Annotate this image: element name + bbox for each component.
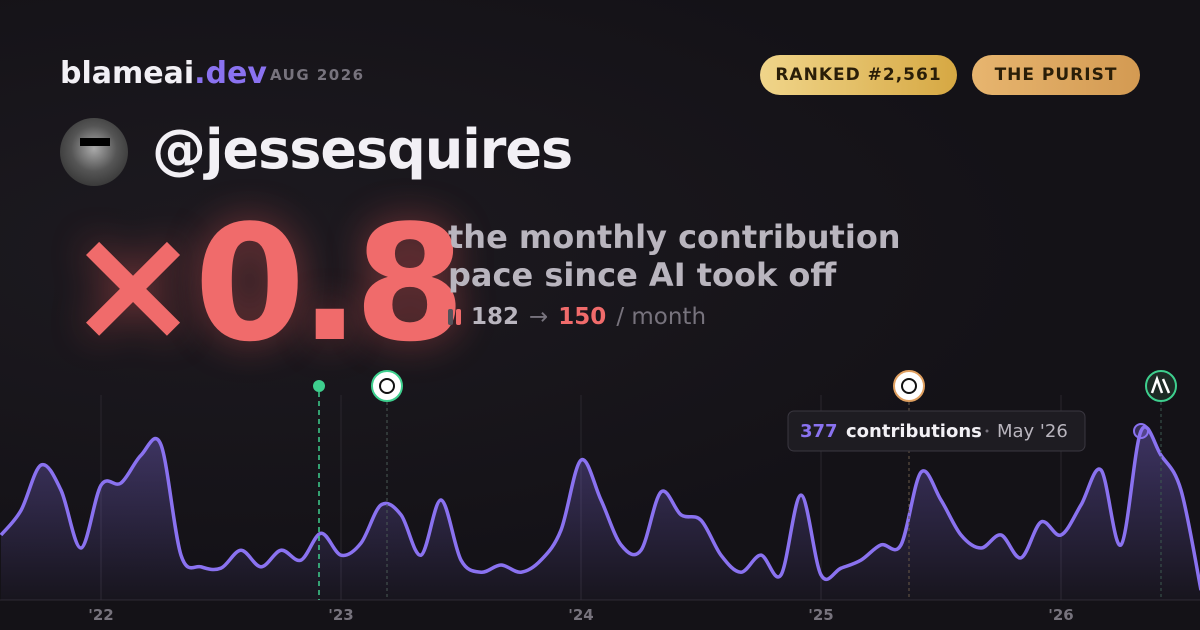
caption-line: the monthly contribution <box>448 218 901 256</box>
caption-line: pace since AI took off <box>448 256 837 294</box>
openai-glyph <box>901 378 917 394</box>
date: AUG 2026 <box>270 66 365 84</box>
anthropic-icon <box>1145 370 1177 402</box>
x-tick-label: '24 <box>568 606 593 624</box>
persona-badge: THE PURIST <box>972 55 1140 95</box>
event-dot <box>313 380 325 392</box>
pace: 182 → 150 / month <box>448 304 706 330</box>
brand-name: blameai <box>60 56 195 91</box>
pace-arrow: → <box>529 304 549 330</box>
anthropic-glyph <box>1150 375 1171 394</box>
x-tick-label: '26 <box>1048 606 1073 624</box>
tooltip-sep <box>985 429 989 433</box>
caption: the monthly contribution pace since AI to… <box>448 218 901 294</box>
openai-icon <box>893 370 925 402</box>
rank-badge: RANKED #2,561 <box>760 55 957 95</box>
tooltip-box <box>787 410 1086 452</box>
x-tick-label: '22 <box>88 606 113 624</box>
line <box>0 425 1200 591</box>
multiplier: ×0.8 <box>66 190 465 377</box>
events <box>313 370 1177 600</box>
hover-marker <box>1133 423 1149 440</box>
handle: @jessesquires <box>152 118 573 181</box>
tooltip-value: 377 <box>800 421 838 442</box>
x-tick-label: '25 <box>808 606 833 624</box>
x-tick-label: '23 <box>328 606 353 624</box>
openai-icon <box>371 370 403 402</box>
area <box>1 427 1200 600</box>
pace-icon <box>448 309 461 325</box>
pace-unit: / month <box>616 304 707 330</box>
tooltip-unit: contributions <box>846 421 982 442</box>
brand: blameai.dev <box>60 56 267 91</box>
openai-glyph <box>379 378 395 394</box>
avatar <box>60 118 128 186</box>
tooltip-date: May '26 <box>997 421 1068 442</box>
tooltip: 377 contributions May '26 <box>787 410 1086 452</box>
pace-before: 182 <box>471 304 520 330</box>
pace-after: 150 <box>558 304 607 330</box>
brand-suffix: .dev <box>194 56 267 91</box>
